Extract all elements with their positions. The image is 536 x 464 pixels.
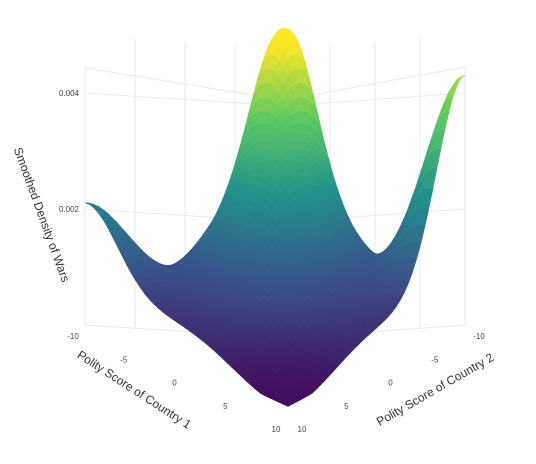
z-axis-title: Smoothed Density of Wars <box>11 145 73 283</box>
surface-mesh <box>84 27 466 407</box>
y-tick-label: 0 <box>388 379 393 388</box>
x-tick-label: 0 <box>172 379 177 388</box>
x-tick-label: 5 <box>223 402 228 411</box>
surface-cell <box>282 401 293 407</box>
y-tick-label: -10 <box>473 332 485 341</box>
z-tick-label: 0.002 <box>59 205 80 214</box>
y-tick-label: -5 <box>431 355 439 364</box>
axis-ticks: -10 -5 0 5 10 -10 -5 0 5 10 0.002 0.004 <box>59 89 485 434</box>
x-tick-label: -5 <box>120 355 128 364</box>
x-axis-title: Polity Score of Country 1 <box>75 348 194 432</box>
x-tick-label: -10 <box>67 332 79 341</box>
y-tick-label: 5 <box>344 402 349 411</box>
x-tick-label: 10 <box>272 425 281 434</box>
y-tick-label: 10 <box>298 425 307 434</box>
z-tick-label: 0.004 <box>59 89 80 98</box>
